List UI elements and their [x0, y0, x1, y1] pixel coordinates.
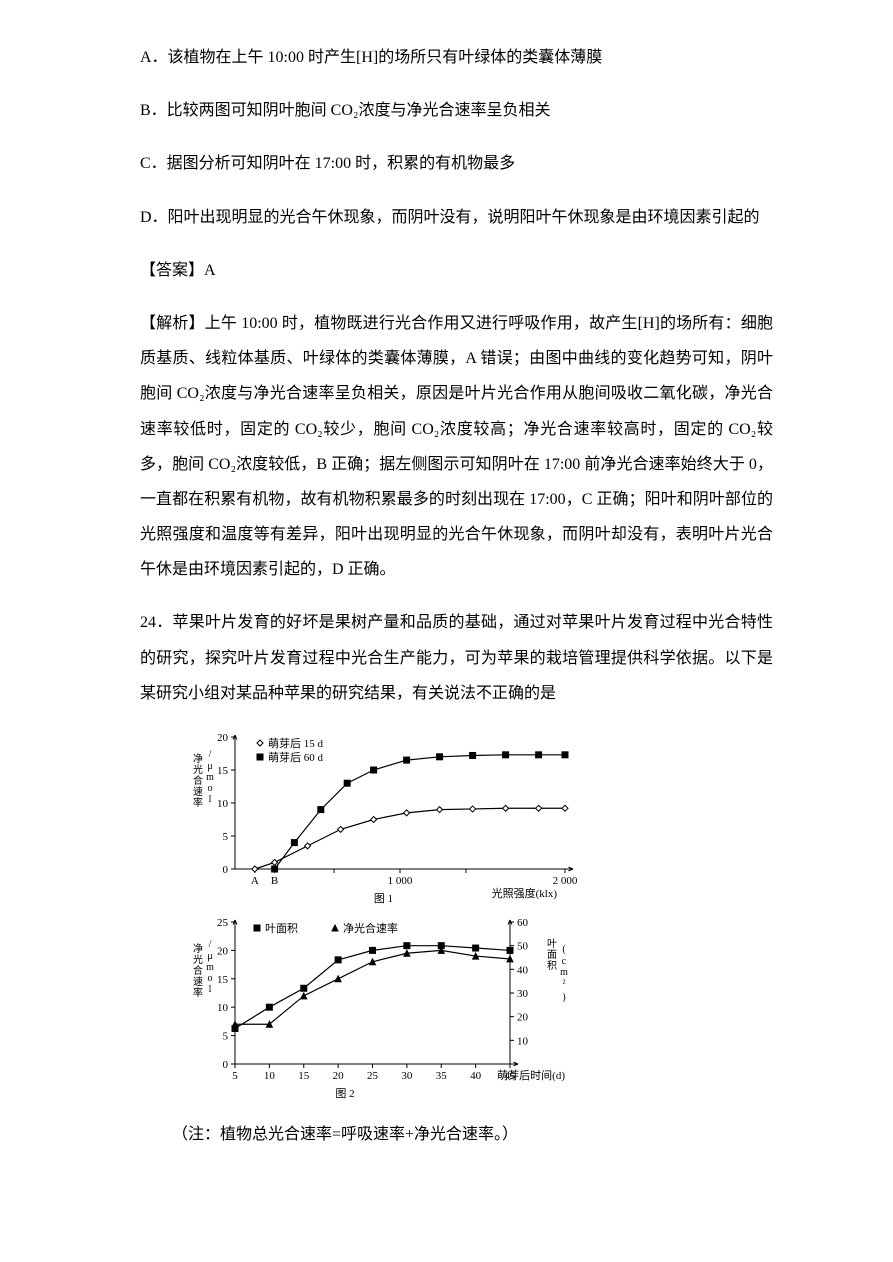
question-24: 24．苹果叶片发育的好坏是果树产量和品质的基础，通过对苹果叶片发育过程中光合特性… [140, 605, 773, 711]
chart-2-svg: 051015202510203040506051015202530354045萌… [180, 914, 580, 1099]
svg-text:叶面积: 叶面积 [265, 922, 298, 935]
svg-text:B: B [271, 875, 278, 887]
svg-text:速: 速 [193, 976, 203, 988]
svg-text:m: m [560, 967, 568, 978]
svg-text:(: ( [562, 944, 566, 955]
svg-text:/: / [209, 939, 212, 950]
svg-text:10: 10 [217, 798, 229, 810]
svg-text:率: 率 [193, 986, 203, 999]
svg-text:光: 光 [193, 953, 203, 966]
chart-1: 0 5 10 15 20 AB 1 000 2 000光照强度(klx) 净光合速率 /μmol 萌… [180, 729, 773, 904]
option-d: D．阳叶出现明显的光合午休现象，而阴叶没有，说明阳叶午休现象是由环境因素引起的 [140, 200, 773, 235]
svg-text:10: 10 [517, 1035, 529, 1047]
svg-text:20: 20 [217, 732, 229, 744]
svg-text:10: 10 [217, 1002, 229, 1014]
svg-text:5: 5 [232, 1070, 238, 1082]
svg-text:A: A [251, 875, 259, 887]
svg-text:图 2: 图 2 [335, 1087, 354, 1099]
svg-text:μ: μ [207, 761, 212, 772]
chart-1-svg: 0 5 10 15 20 AB 1 000 2 000光照强度(klx) 净光合速率 /μmol 萌… [180, 729, 580, 904]
option-a: A．该植物在上午 10:00 时产生[H]的场所只有叶绿体的类囊体薄膜 [140, 40, 773, 75]
svg-text:o: o [208, 973, 213, 984]
svg-text:): ) [562, 992, 565, 1003]
svg-text:15: 15 [217, 974, 229, 986]
svg-text:净: 净 [193, 942, 203, 955]
svg-text:m: m [206, 962, 214, 973]
svg-text:20: 20 [517, 1012, 529, 1024]
svg-text:30: 30 [401, 1070, 413, 1082]
svg-text:率: 率 [193, 796, 203, 809]
svg-text:²: ² [563, 978, 566, 989]
svg-text:净: 净 [193, 752, 203, 765]
svg-text:5: 5 [223, 1031, 229, 1043]
svg-text:25: 25 [217, 917, 229, 929]
svg-text:40: 40 [470, 1070, 482, 1082]
svg-text:萌芽后 60 d: 萌芽后 60 d [268, 750, 323, 764]
footnote: （注：植物总光合速率=呼吸速率+净光合速率。） [140, 1117, 773, 1152]
svg-text:20: 20 [217, 945, 229, 957]
svg-text:光照强度(klx): 光照强度(klx) [492, 886, 558, 900]
svg-text:35: 35 [436, 1070, 448, 1082]
svg-text:30: 30 [517, 988, 529, 1000]
svg-text:光: 光 [193, 763, 203, 776]
option-c: C．据图分析可知阴叶在 17:00 时，积累的有机物最多 [140, 146, 773, 181]
svg-text:m: m [206, 772, 214, 783]
svg-text:15: 15 [298, 1070, 310, 1082]
svg-text:o: o [208, 783, 213, 794]
svg-text:5: 5 [223, 831, 229, 843]
svg-text:2 000: 2 000 [553, 875, 578, 887]
svg-text:萌芽后时间(d): 萌芽后时间(d) [497, 1068, 565, 1082]
explanation-text: 【解析】上午 10:00 时，植物既进行光合作用又进行呼吸作用，故产生[H]的场… [140, 306, 773, 588]
svg-text:25: 25 [367, 1070, 379, 1082]
svg-text:μ: μ [207, 951, 212, 962]
svg-text:50: 50 [517, 941, 529, 953]
svg-text:l: l [209, 794, 212, 805]
svg-text:1 000: 1 000 [388, 875, 413, 887]
svg-text:0: 0 [223, 1059, 229, 1071]
svg-text:净光合速率: 净光合速率 [343, 921, 398, 935]
svg-text:c: c [562, 956, 567, 967]
svg-text:图 1: 图 1 [374, 892, 393, 904]
svg-text:叶: 叶 [547, 938, 557, 950]
svg-text:合: 合 [193, 774, 203, 787]
svg-text:60: 60 [517, 917, 529, 929]
svg-text:20: 20 [333, 1070, 345, 1082]
option-b: B．比较两图可知阴叶胞间 CO₂浓度与净光合速率呈负相关 [140, 93, 773, 128]
svg-text:合: 合 [193, 964, 203, 977]
svg-text:积: 积 [547, 960, 557, 972]
svg-text:l: l [209, 984, 212, 995]
svg-text:15: 15 [217, 765, 229, 777]
chart-2: 051015202510203040506051015202530354045萌… [180, 914, 773, 1099]
svg-text:面: 面 [547, 950, 557, 961]
answer-label: 【答案】A [140, 253, 773, 288]
svg-text:40: 40 [517, 964, 529, 976]
svg-text:速: 速 [193, 786, 203, 798]
svg-text:0: 0 [223, 864, 229, 876]
svg-text:10: 10 [264, 1070, 276, 1082]
svg-text:/: / [209, 749, 212, 760]
svg-text:萌芽后 15 d: 萌芽后 15 d [268, 736, 323, 750]
